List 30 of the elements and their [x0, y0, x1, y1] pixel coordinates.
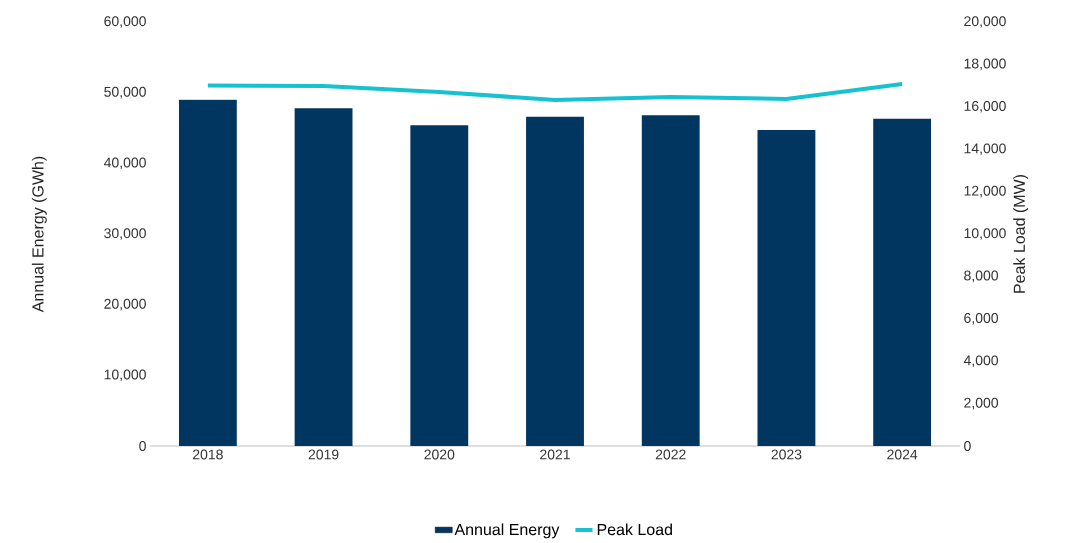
y2-tick-label: 0 [964, 441, 971, 451]
y2-tick-label: 8,000 [964, 270, 999, 283]
y2-tick-label: 2,000 [964, 397, 999, 410]
x-tick-label: 2018 [192, 449, 223, 460]
legend-label: Peak Load [597, 523, 672, 536]
y2-tick-label: 12,000 [964, 185, 1006, 198]
legend-label: Annual Energy [454, 523, 560, 539]
y2-tick-label: 10,000 [964, 228, 1006, 240]
line-series [205, 81, 905, 103]
x-tick-label: 2021 [540, 449, 570, 460]
x-tick-label: 2019 [308, 449, 339, 460]
y-tick-label: 50,000 [104, 86, 146, 99]
y2-axis-title: Peak Load (MW) [1013, 175, 1029, 293]
y2-tick-label: 14,000 [964, 143, 1006, 155]
y-tick-label: 20,000 [104, 298, 146, 311]
y2-tick-label: 6,000 [964, 313, 999, 325]
y2-tick-label: 18,000 [964, 58, 1006, 71]
y2-tick-label: 16,000 [964, 101, 1006, 113]
y-tick-label: 10,000 [104, 369, 146, 382]
y2-tick-label: 4,000 [963, 355, 999, 367]
y-tick-label: 60,000 [104, 16, 146, 28]
y2-tick-label: 20,000 [964, 16, 1006, 28]
y-tick-label: 30,000 [104, 228, 146, 240]
x-tick-label: 2023 [771, 449, 802, 460]
x-tick-label: 2024 [887, 449, 918, 460]
x-tick-label: 2022 [655, 449, 686, 460]
y-axis-title: Annual Energy (GWh) [31, 156, 47, 313]
y-tick-label: 40,000 [103, 157, 146, 170]
x-tick-label: 2020 [424, 449, 455, 460]
y-tick-label: 0 [139, 441, 146, 451]
